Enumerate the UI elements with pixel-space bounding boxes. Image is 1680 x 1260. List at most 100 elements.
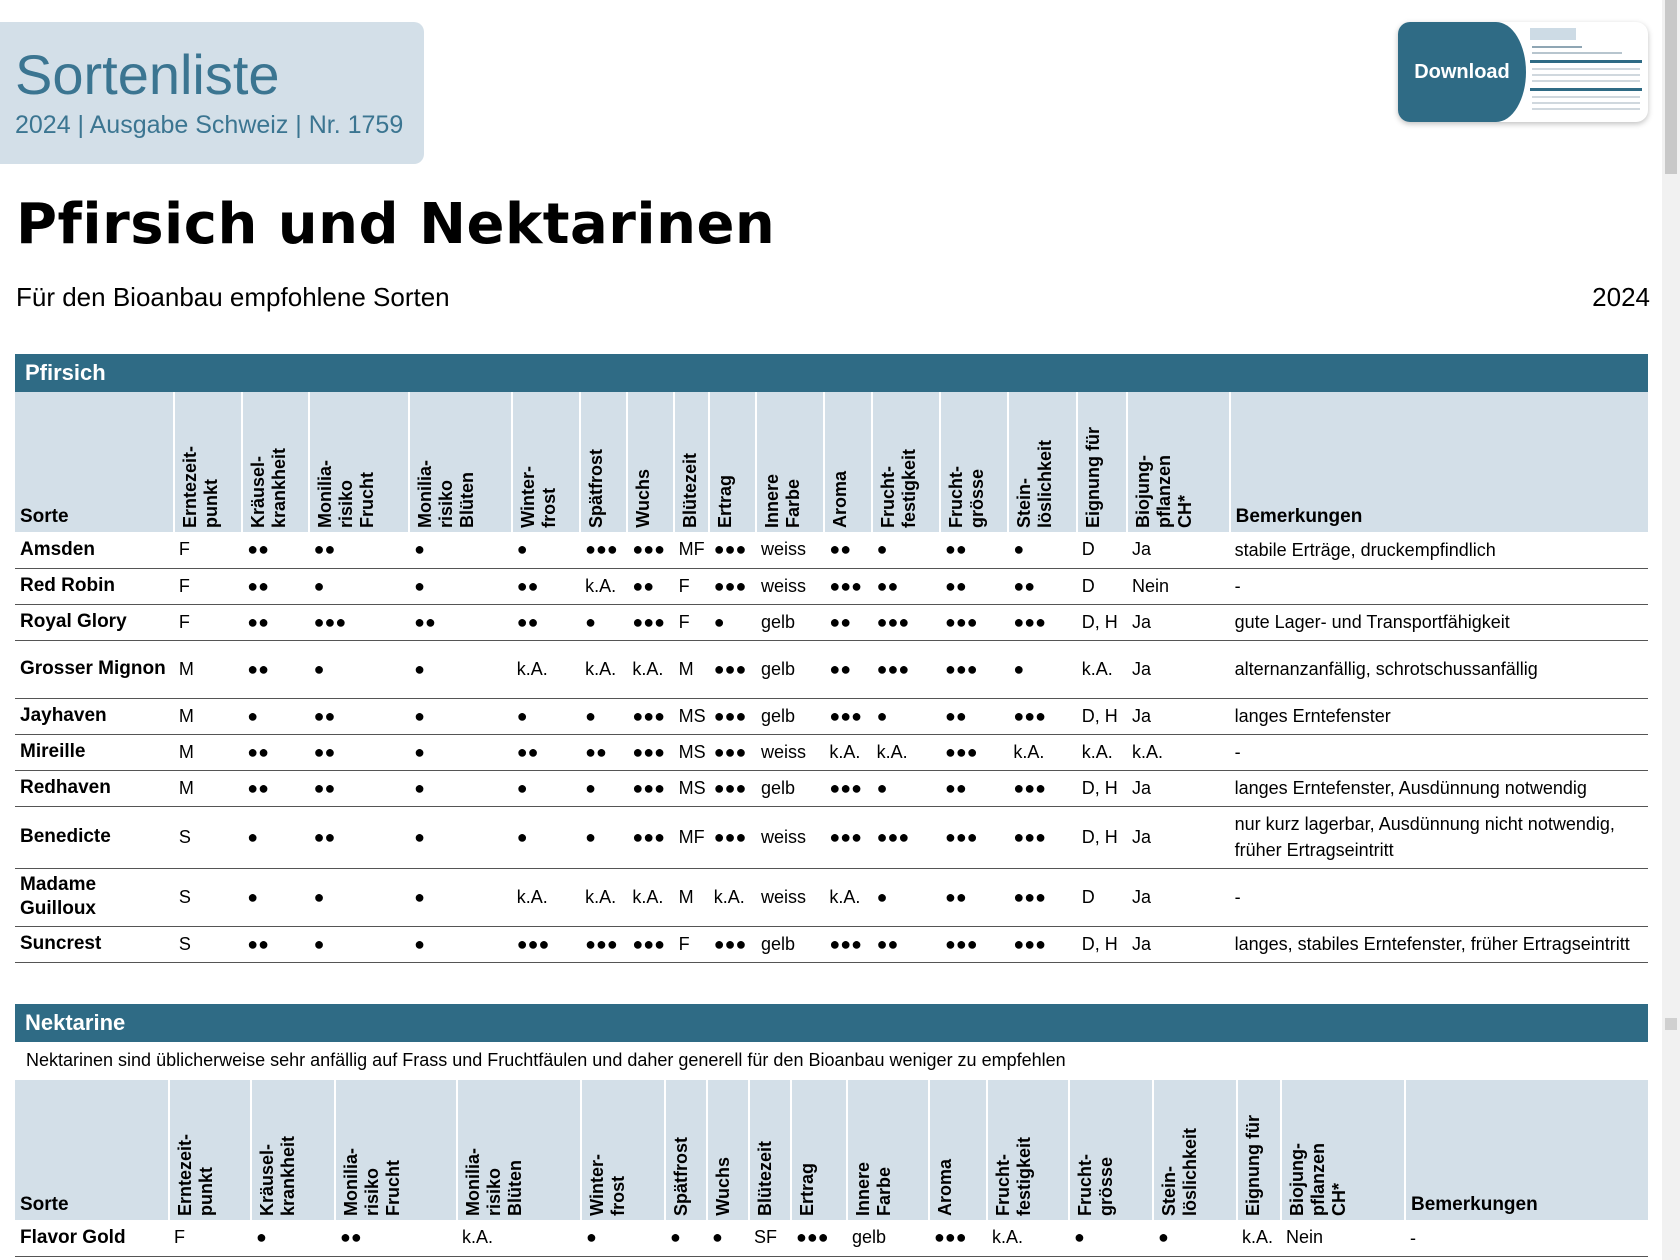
cell-eignung-für: D [1076, 568, 1128, 605]
cell-erntezeit-punkt: M [173, 640, 243, 699]
cell-stein-löslichkeit: ● [1153, 1220, 1237, 1257]
cell-frucht-festigkeit: ● [871, 532, 941, 569]
cell-innere-farbe: weiss [756, 806, 825, 869]
document-thumbnail[interactable] [1526, 26, 1646, 118]
scrollbar-marker [1665, 1018, 1677, 1030]
cell-stein-löslichkeit: k.A. [1008, 734, 1077, 771]
cell-aroma: ●●● [929, 1220, 987, 1257]
cell-biojung-pflanzen-ch: Nein [1281, 1220, 1405, 1257]
column-header-spätfrost: Spätfrost [579, 392, 628, 532]
cell-innere-farbe: gelb [756, 698, 825, 735]
cell-stein-löslichkeit: ●● [1008, 568, 1077, 605]
cell-spätfrost: ●●● [580, 532, 628, 569]
page-subtitle: Für den Bioanbau empfohlene Sorten [16, 282, 450, 312]
cell-erntezeit-punkt: F [173, 604, 243, 641]
cell-stein-löslichkeit: ●●● [1008, 604, 1077, 641]
cell-wuchs: ●●● [627, 532, 674, 569]
cell-frucht-grösse: ●●● [940, 926, 1009, 963]
scrollbar[interactable] [1662, 0, 1680, 1260]
cell-aroma: ●● [824, 532, 872, 569]
cell-biojung-pflanzen-ch: Ja [1127, 640, 1230, 699]
cell-blütezeit: MS [673, 698, 709, 735]
table-row: Royal Glory F ●● ●●● ●● ●● ● ●●● F ● gelb ●● ●●● ●●● ●… [15, 604, 1648, 641]
cell-ertrag: ●●● [708, 568, 757, 605]
cell-frucht-festigkeit: ● [871, 698, 941, 735]
cell-kräusel-krankheit: ● [242, 868, 309, 927]
cell-monilia-risiko-frucht: ● [308, 640, 410, 699]
cell-wuchs: k.A. [627, 868, 674, 927]
download-button[interactable]: Download [1398, 22, 1526, 122]
column-header-monilia-risiko-blüten: Monilia- risiko Blüten [456, 1080, 581, 1220]
cell-stein-löslichkeit: ●●● [1008, 926, 1077, 963]
cell-stein-löslichkeit: ●●● [1008, 698, 1077, 735]
scrollbar-thumb[interactable] [1665, 0, 1677, 174]
column-header-stein-löslichkeit: Stein- löslichkeit [1152, 1080, 1237, 1220]
column-header-bemerkungen: Bemerkungen [1228, 392, 1648, 532]
cell-bemerkungen: - [1229, 868, 1648, 927]
cell-monilia-risiko-frucht: ● [308, 926, 410, 963]
table-row: Redhaven M ●● ●● ● ● ● ●●● MS ●●● gelb ●●● ● ●● ●●● D, … [15, 770, 1648, 807]
cell-frucht-grösse: ●● [940, 770, 1009, 807]
variety-name: Jayhaven [15, 698, 174, 735]
cell-monilia-risiko-blüten: ● [409, 532, 512, 569]
cell-winter-frost: ● [511, 770, 581, 807]
cell-frucht-grösse: ●● [940, 532, 1009, 569]
column-header-bemerkungen: Bemerkungen [1404, 1080, 1648, 1220]
cell-stein-löslichkeit: ●●● [1008, 770, 1077, 807]
cell-bemerkungen: - [1229, 568, 1648, 605]
cell-blütezeit: M [673, 868, 709, 927]
section-header-pfirsich: Pfirsich [15, 354, 1648, 392]
cell-monilia-risiko-blüten: ●● [409, 604, 512, 641]
cell-ertrag: ● [708, 604, 757, 641]
column-header-wuchs: Wuchs [626, 392, 674, 532]
cell-erntezeit-punkt: S [173, 868, 243, 927]
column-header-blütezeit: Blütezeit [672, 392, 709, 532]
cell-bemerkungen: langes Erntefenster, Ausdünnung notwendi… [1229, 770, 1648, 807]
variety-name: Royal Glory [15, 604, 174, 641]
cell-kräusel-krankheit: ● [242, 698, 309, 735]
cell-eignung-für: D, H [1076, 770, 1128, 807]
variety-name: Mireille [15, 734, 174, 771]
cell-bemerkungen: - [1405, 1220, 1648, 1257]
download-card[interactable]: Download [1398, 22, 1648, 122]
cell-frucht-grösse: ● [1069, 1220, 1153, 1257]
cell-wuchs: k.A. [627, 640, 674, 699]
cell-innere-farbe: weiss [756, 568, 825, 605]
column-header-monilia-risiko-blüten: Monilia- risiko Blüten [408, 392, 512, 532]
cell-frucht-grösse: ●●● [940, 806, 1009, 869]
cell-innere-farbe: weiss [756, 734, 825, 771]
cell-kräusel-krankheit: ●● [242, 568, 309, 605]
variety-name: Suncrest [15, 926, 174, 963]
variety-name: Madame Guilloux [15, 868, 174, 927]
cell-monilia-risiko-frucht: ●● [308, 806, 410, 869]
column-header-aroma: Aroma [823, 392, 872, 532]
cell-stein-löslichkeit: ● [1008, 532, 1077, 569]
column-header-blütezeit: Blütezeit [748, 1080, 791, 1220]
column-header-sorte: Sorte [15, 392, 174, 532]
cell-innere-farbe: gelb [756, 926, 825, 963]
cell-wuchs: ●●● [627, 698, 674, 735]
variety-name: Amsden [15, 532, 174, 569]
cell-monilia-risiko-blüten: k.A. [457, 1220, 581, 1257]
cell-kräusel-krankheit: ●● [242, 926, 309, 963]
cell-frucht-grösse: ●●● [940, 640, 1009, 699]
column-header-aroma: Aroma [928, 1080, 987, 1220]
cell-kräusel-krankheit: ●● [242, 770, 309, 807]
cell-winter-frost: ● [511, 698, 581, 735]
cell-spätfrost: ● [580, 604, 628, 641]
column-header-eignung-für: Eignung für [1075, 392, 1128, 532]
cell-kräusel-krankheit: ●● [242, 532, 309, 569]
cell-blütezeit: MF [673, 806, 709, 869]
cell-ertrag: ●●● [708, 770, 757, 807]
cell-innere-farbe: gelb [756, 770, 825, 807]
cell-erntezeit-punkt: M [173, 770, 243, 807]
cell-aroma: ●● [824, 604, 872, 641]
cell-monilia-risiko-blüten: ● [409, 698, 512, 735]
cell-frucht-festigkeit: ●●● [871, 604, 941, 641]
cell-wuchs: ●● [627, 568, 674, 605]
page-year: 2024 [1592, 282, 1650, 312]
cell-eignung-für: k.A. [1237, 1220, 1281, 1257]
cell-erntezeit-punkt: M [173, 698, 243, 735]
cell-frucht-grösse: ●● [940, 698, 1009, 735]
